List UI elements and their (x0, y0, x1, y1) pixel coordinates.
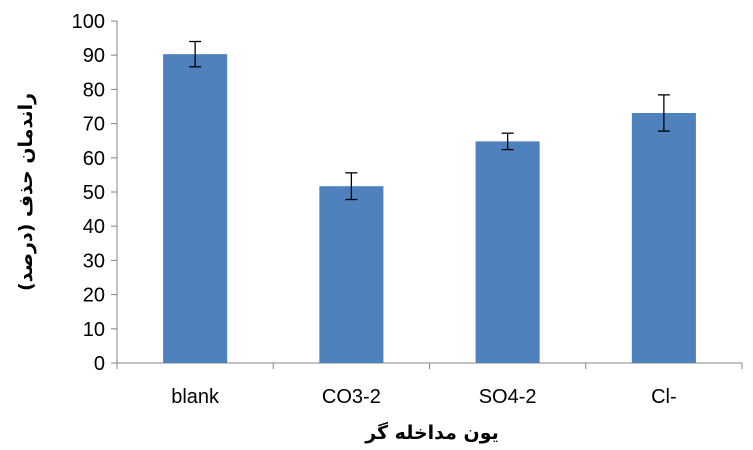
x-axis: blank CO3-2 SO4-2 Cl- (116, 362, 743, 408)
y-tick-label: 60 (83, 148, 105, 170)
bar-blank (163, 54, 228, 363)
y-tick-label: 90 (83, 45, 105, 67)
y-axis-title: راندمان حذف (درصد) (15, 93, 37, 291)
y-tick-label: 20 (83, 285, 105, 307)
y-tick-label: 100 (72, 11, 105, 33)
y-tick-label: 80 (83, 79, 105, 101)
x-axis-title: یون مداخله گر (364, 421, 499, 444)
y-tick-label: 30 (83, 250, 105, 272)
bars (163, 54, 696, 363)
x-tick-label: SO4-2 (479, 386, 537, 408)
error-bars (189, 40, 670, 201)
y-axis: 0 10 20 30 40 50 60 70 80 90 100 (72, 11, 118, 375)
bar-cl (631, 112, 696, 363)
y-tick-label: 50 (83, 182, 105, 204)
y-tick-label: 10 (83, 319, 105, 341)
y-tick-label: 0 (94, 353, 105, 375)
x-tick-label: CO3-2 (322, 386, 381, 408)
x-tick-label: blank (171, 386, 220, 408)
y-tick-label: 40 (83, 216, 105, 238)
bar-co3-2 (319, 186, 384, 363)
y-tick-label: 70 (83, 114, 105, 136)
bar-so4-2 (475, 141, 540, 363)
x-tick-label: Cl- (651, 386, 677, 408)
